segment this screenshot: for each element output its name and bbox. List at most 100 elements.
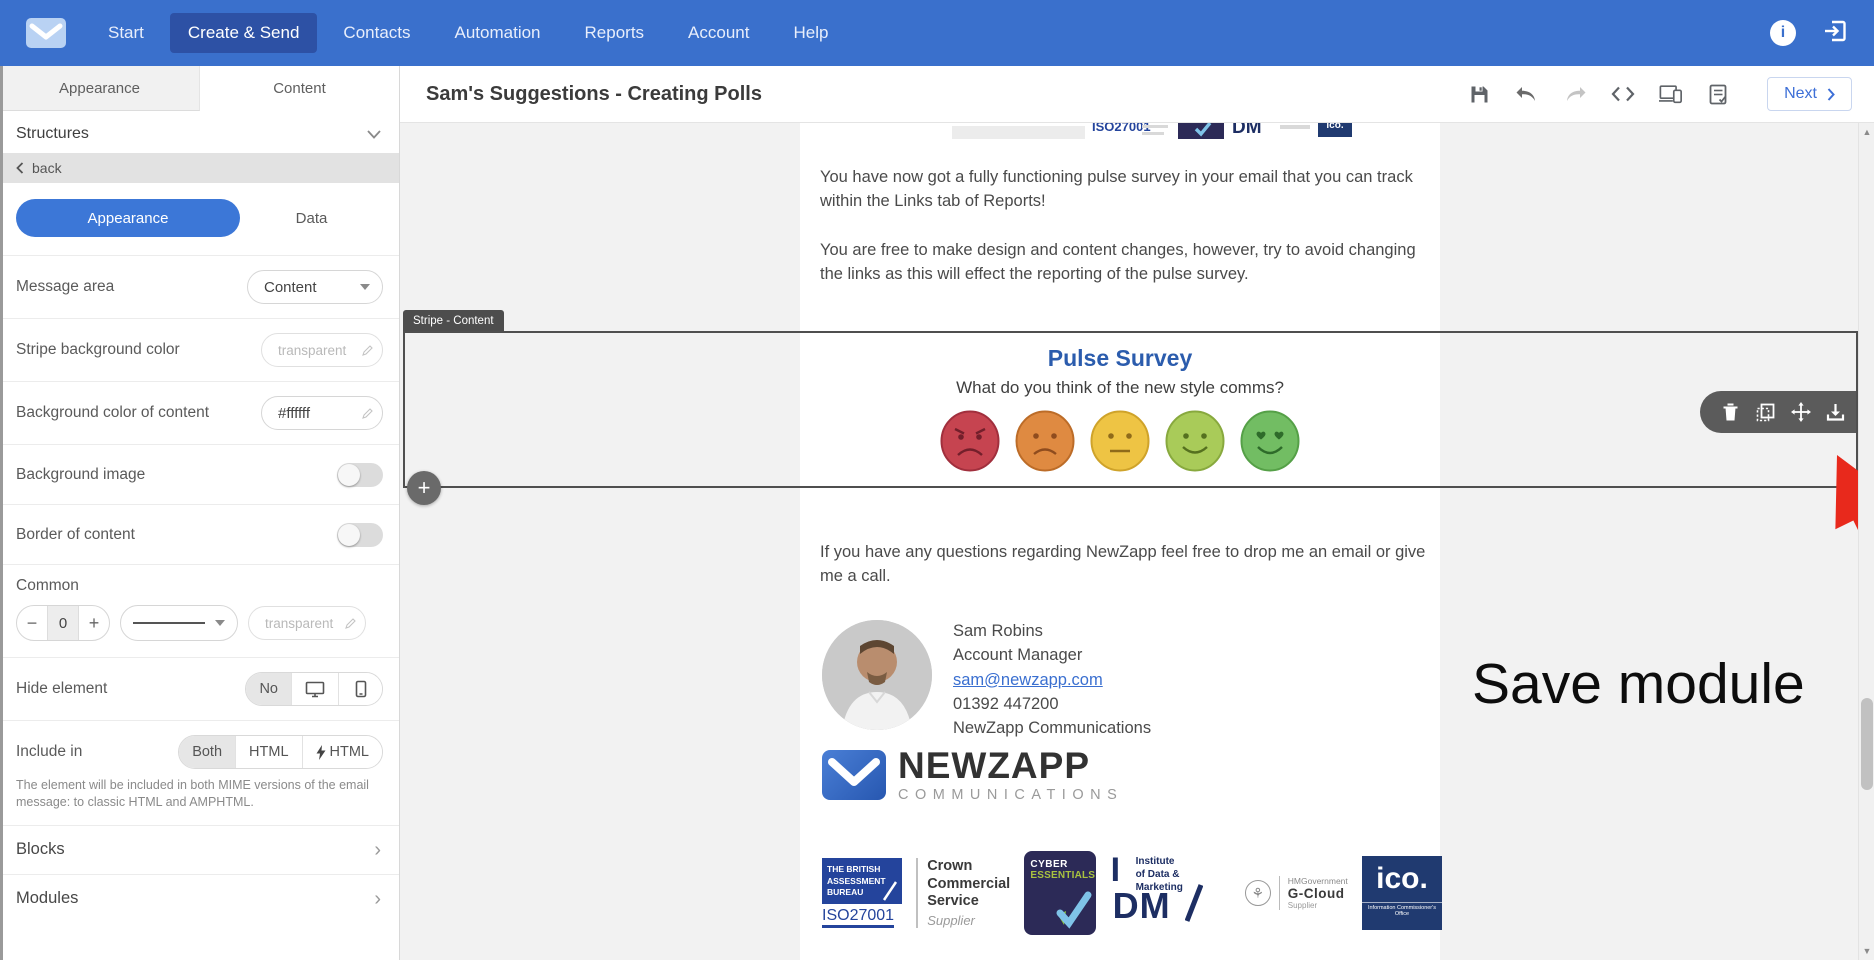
- blocks-label: Blocks: [16, 840, 65, 859]
- include-in-both[interactable]: Both: [179, 736, 236, 768]
- caret-down-icon: [215, 620, 225, 626]
- checklist-icon[interactable]: [1707, 82, 1731, 106]
- signature-photo[interactable]: [822, 620, 932, 730]
- stripe-bg-value: transparent: [278, 342, 347, 358]
- device-preview-icon[interactable]: [1659, 82, 1683, 106]
- signature-email-link[interactable]: sam@newzapp.com: [953, 670, 1103, 689]
- move-stripe-icon[interactable]: [1788, 399, 1814, 425]
- nav-item-help[interactable]: Help: [793, 23, 829, 42]
- border-style-select[interactable]: [120, 605, 238, 641]
- pencil-icon: [345, 617, 356, 629]
- mobile-icon: [355, 680, 366, 698]
- partial-text-fragment: [1142, 125, 1168, 128]
- nav-item-create-send[interactable]: Create & Send: [169, 13, 318, 53]
- signature-block[interactable]: Sam Robins Account Manager sam@newzapp.c…: [953, 619, 1151, 740]
- newzapp-wordmark: NEWZAPP: [898, 745, 1090, 786]
- desktop-icon: [305, 681, 325, 697]
- tab-content[interactable]: Content: [200, 66, 399, 111]
- nav-item-automation[interactable]: Automation: [454, 23, 541, 42]
- pulse-survey-title: Pulse Survey: [1047, 345, 1193, 371]
- include-in-label: Include in: [16, 743, 83, 760]
- sad-face-icon[interactable]: [1014, 410, 1076, 472]
- partial-text-fragment: [1142, 132, 1164, 135]
- signature-phone: 01392 447200: [953, 694, 1059, 713]
- canvas-scrollbar[interactable]: ▲ ▼: [1858, 123, 1874, 960]
- back-button[interactable]: back: [0, 153, 399, 183]
- chevron-right-icon: ›: [374, 887, 381, 910]
- mode-tab-appearance[interactable]: Appearance: [16, 199, 240, 237]
- next-button[interactable]: Next: [1767, 77, 1852, 111]
- partial-iso-logo: ISO27001: [1092, 123, 1151, 134]
- campaign-title: Sam's Suggestions - Creating Polls: [426, 82, 762, 105]
- hide-element-mobile[interactable]: [338, 673, 382, 705]
- stripe-bg-label: Stripe background color: [16, 341, 180, 358]
- pencil-icon: [362, 407, 373, 419]
- border-of-content-toggle[interactable]: [337, 522, 383, 547]
- sidebar-scrollbar[interactable]: [0, 66, 3, 960]
- redo-icon[interactable]: [1563, 82, 1587, 106]
- chevron-down-icon: [367, 129, 381, 139]
- structures-section-header[interactable]: Structures: [0, 111, 399, 153]
- back-label: back: [32, 160, 62, 176]
- code-view-icon[interactable]: [1611, 82, 1635, 106]
- pulse-survey-question: What do you think of the new style comms…: [956, 378, 1284, 397]
- modules-section[interactable]: Modules ›: [0, 873, 399, 923]
- tab-appearance[interactable]: Appearance: [0, 66, 200, 111]
- accreditation-logos[interactable]: THE BRITISH ASSESSMENT BUREAU ISO27001 C…: [822, 851, 1442, 935]
- scrollbar-thumb[interactable]: [1861, 698, 1873, 790]
- nav-item-reports[interactable]: Reports: [584, 23, 645, 42]
- pulse-survey-module[interactable]: Pulse Survey What do you think of the ne…: [800, 333, 1440, 472]
- border-width-stepper: − 0 +: [16, 605, 110, 641]
- happy-face-icon[interactable]: [1164, 410, 1226, 472]
- hide-element-no[interactable]: No: [246, 673, 291, 705]
- blocks-section[interactable]: Blocks ›: [0, 824, 399, 874]
- solid-line-sample: [133, 622, 205, 624]
- stepper-minus-button[interactable]: −: [26, 612, 38, 633]
- hide-element-desktop[interactable]: [291, 673, 338, 705]
- chevron-right-icon: [1827, 87, 1835, 101]
- email-paragraph-2[interactable]: You are free to make design and content …: [820, 241, 1416, 284]
- border-color-picker[interactable]: transparent: [248, 606, 366, 640]
- partial-previous-stripe: ISO27001 DM ico.: [400, 123, 1874, 145]
- email-canvas: ISO27001 DM ico. You have now got a full…: [400, 123, 1874, 960]
- content-bg-color-picker[interactable]: #ffffff: [261, 396, 383, 430]
- info-icon[interactable]: i: [1770, 20, 1796, 46]
- nav-item-start[interactable]: Start: [108, 23, 144, 42]
- background-image-toggle[interactable]: [337, 462, 383, 487]
- save-module-icon[interactable]: [1823, 399, 1849, 425]
- save-icon[interactable]: [1467, 82, 1491, 106]
- top-navbar: Start Create & Send Contacts Automation …: [0, 0, 1874, 66]
- partial-idm-logo: DM: [1232, 123, 1262, 138]
- scroll-down-arrow[interactable]: ▼: [1862, 946, 1872, 956]
- love-face-icon[interactable]: [1239, 410, 1301, 472]
- email-paragraph-3[interactable]: If you have any questions regarding NewZ…: [820, 543, 1426, 586]
- undo-icon[interactable]: [1515, 82, 1539, 106]
- caret-down-icon: [360, 284, 370, 290]
- copy-stripe-icon[interactable]: [1752, 399, 1778, 425]
- neutral-face-icon[interactable]: [1089, 410, 1151, 472]
- message-area-value: Content: [264, 278, 317, 296]
- hide-element-segmented: No: [245, 672, 383, 706]
- border-of-content-label: Border of content: [16, 525, 135, 543]
- content-bg-value: #ffffff: [278, 404, 310, 422]
- email-paragraph-1[interactable]: You have now got a fully functioning pul…: [820, 168, 1413, 211]
- mode-tab-data[interactable]: Data: [295, 209, 328, 227]
- nav-item-account[interactable]: Account: [688, 23, 750, 42]
- message-area-select[interactable]: Content: [247, 270, 383, 304]
- content-bg-label: Background color of content: [16, 404, 210, 421]
- stepper-plus-button[interactable]: +: [88, 612, 100, 633]
- background-image-label: Background image: [16, 465, 146, 483]
- include-in-amphtml[interactable]: HTML: [301, 736, 382, 768]
- stepper-value[interactable]: 0: [47, 606, 79, 640]
- nav-item-contacts[interactable]: Contacts: [343, 23, 411, 42]
- modules-label: Modules: [16, 889, 79, 908]
- angry-face-icon[interactable]: [939, 410, 1001, 472]
- logout-icon[interactable]: [1822, 18, 1848, 49]
- crown-commercial-service-logo: Crown Commercial Service Supplier: [916, 857, 1010, 929]
- add-stripe-button[interactable]: +: [407, 471, 441, 505]
- stripe-bg-color-picker[interactable]: transparent: [261, 333, 383, 367]
- newzapp-logo[interactable]: NEWZAPP COMMUNICATIONS: [822, 747, 1123, 803]
- include-in-html[interactable]: HTML: [235, 736, 302, 768]
- scroll-up-arrow[interactable]: ▲: [1862, 127, 1872, 137]
- delete-stripe-icon[interactable]: [1717, 399, 1743, 425]
